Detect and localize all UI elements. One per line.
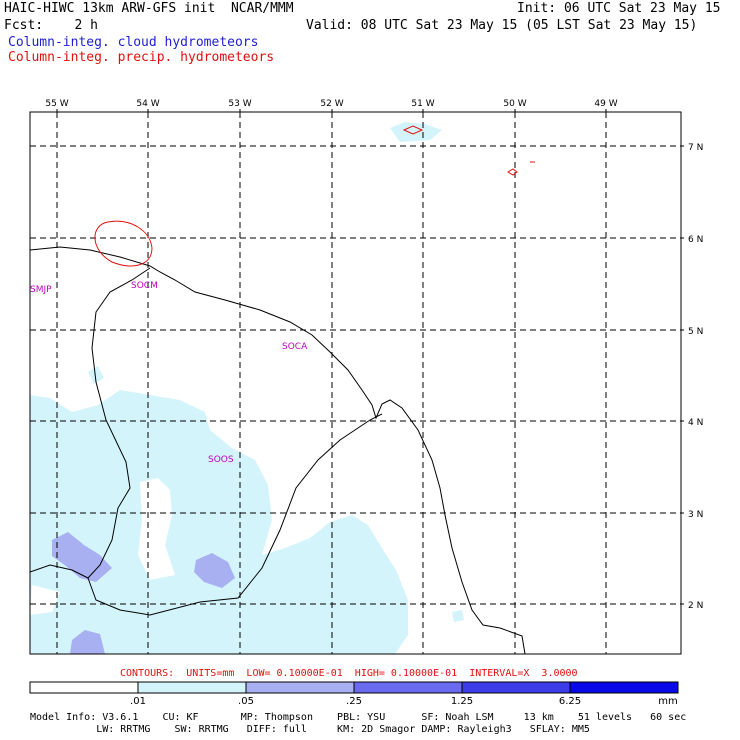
cloud-shading — [30, 122, 464, 654]
colorbar-segment — [246, 682, 354, 693]
plot-frame — [29, 111, 682, 655]
clear-gap — [138, 478, 175, 580]
lat-label: 3 N — [688, 510, 703, 520]
lon-label: 50 W — [503, 99, 526, 109]
border — [30, 267, 151, 579]
axis-ticks — [56, 109, 684, 605]
lat-label: 5 N — [688, 327, 703, 337]
cloud-area-large — [30, 390, 408, 654]
lon-label: 49 W — [594, 99, 617, 109]
colorbar-segment — [462, 682, 570, 693]
colorbar-units: mm — [658, 696, 677, 707]
colorbar-segment — [354, 682, 462, 693]
model-info-line1: Model Info: V3.6.1 CU: KF MP: Thompson P… — [30, 712, 687, 723]
lat-label: 7 N — [688, 143, 703, 153]
cloud-patch — [88, 366, 104, 384]
colorbar-tick: .25 — [346, 696, 362, 707]
field1-label: Column-integ. cloud hydrometeors — [8, 35, 259, 50]
lat-labels: 7 N 6 N 5 N 4 N 3 N 2 N — [688, 143, 703, 611]
colorbar-tick: 6.25 — [559, 696, 581, 707]
lat-label: 6 N — [688, 235, 703, 245]
cloud-moderate — [70, 630, 105, 654]
cloud-moderate — [194, 553, 235, 588]
colorbar-segment — [570, 682, 678, 693]
forecast-hour: Fcst: 2 h — [4, 18, 98, 33]
precip-contour — [402, 125, 424, 135]
lon-label: 53 W — [228, 99, 251, 109]
lon-label: 51 W — [411, 99, 434, 109]
station-labels: SMJP SOCM SOCA SOOS — [30, 281, 308, 465]
cloud-patch — [452, 610, 464, 622]
model-info-line2: LW: RRTMG SW: RRTMG DIFF: full KM: 2D Sm… — [30, 724, 590, 735]
station-label-soca: SOCA — [282, 342, 308, 352]
plot-title: HAIC-HIWC 13km ARW-GFS init NCAR/MMM — [4, 1, 294, 16]
coastlines-borders — [30, 246, 526, 654]
init-time: Init: 06 UTC Sat 23 May 15 — [517, 1, 721, 16]
lon-label: 54 W — [136, 99, 159, 109]
lat-label: 4 N — [688, 418, 703, 428]
border — [87, 413, 383, 616]
cloud-moderate — [52, 532, 112, 582]
lon-label: 55 W — [45, 99, 68, 109]
colorbar: .01 .05 .25 1.25 6.25 mm — [29, 681, 679, 707]
colorbar-segment — [30, 682, 138, 693]
valid-time: Valid: 08 UTC Sat 23 May 15 (05 LST Sat … — [306, 18, 698, 33]
station-label-socm: SOCM — [131, 281, 158, 291]
lat-lon-grid — [30, 112, 681, 654]
colorbar-segment — [138, 682, 246, 693]
colorbar-tick: 1.25 — [451, 696, 473, 707]
clear-gap — [30, 585, 60, 615]
coastline — [30, 246, 526, 654]
station-label-smjp: SMJP — [30, 285, 52, 295]
lat-label: 2 N — [688, 601, 703, 611]
lon-label: 52 W — [320, 99, 343, 109]
precip-contour — [507, 168, 518, 176]
precip-contours — [94, 125, 535, 267]
lon-labels: 55 W 54 W 53 W 52 W 51 W 50 W 49 W — [45, 99, 617, 109]
contour-info: CONTOURS: UNITS=mm LOW= 0.10000E-01 HIGH… — [120, 668, 578, 679]
colorbar-tick: .05 — [238, 696, 254, 707]
station-label-soos: SOOS — [208, 455, 234, 465]
precip-contour — [94, 220, 153, 267]
cloud-patch — [390, 122, 442, 142]
colorbar-tick: .01 — [130, 696, 146, 707]
field2-label: Column-integ. precip. hydrometeors — [8, 50, 275, 65]
